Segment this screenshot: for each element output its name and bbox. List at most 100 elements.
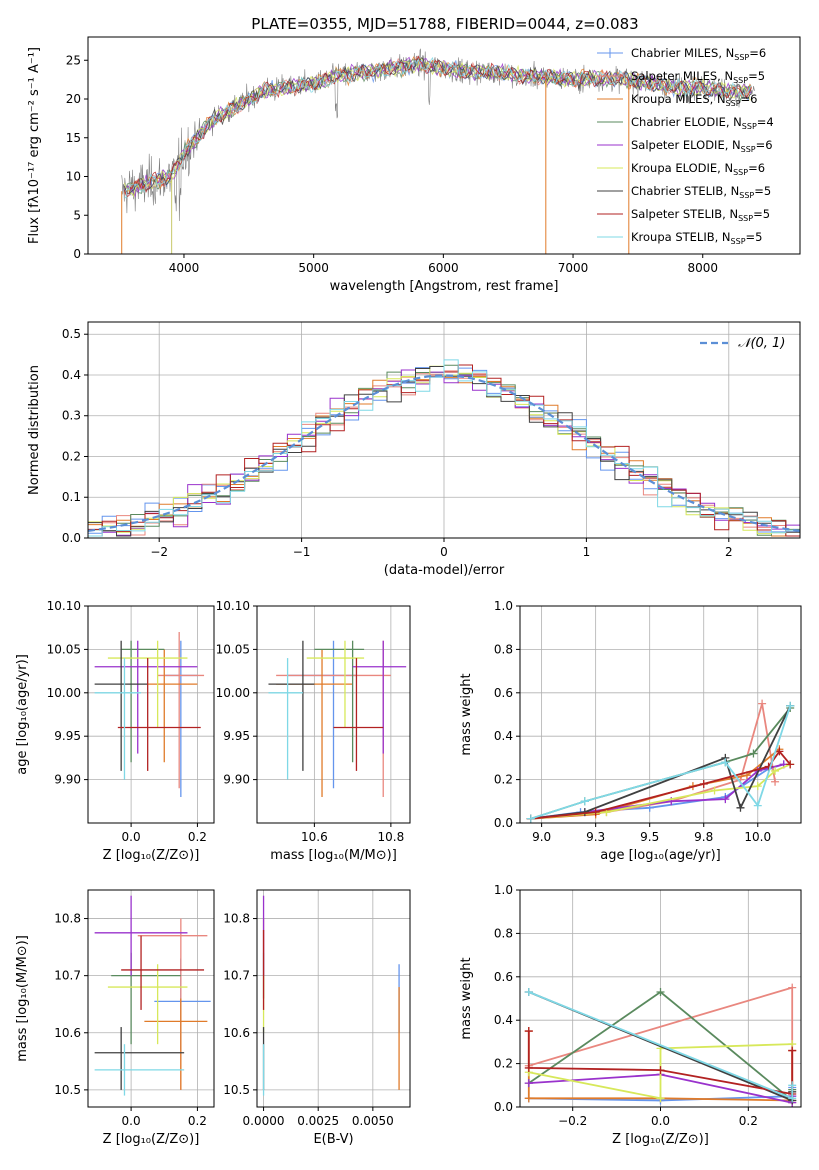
mass-weight-marker — [771, 777, 780, 786]
y-tick-label: 10.00 — [216, 686, 250, 700]
y-tick-label: 10.10 — [47, 599, 81, 613]
mass-weight-marker — [656, 1066, 665, 1075]
y-axis-label: Normed distribution — [27, 365, 42, 495]
y-tick-label: 1.0 — [494, 599, 513, 613]
mass-weight-marker — [788, 1094, 797, 1103]
y-tick-label: 10.10 — [216, 599, 250, 613]
x-axis-label: wavelength [Angstrom, rest frame] — [330, 279, 559, 294]
figure-title: PLATE=0355, MJD=51788, FIBERID=0044, z=0… — [251, 15, 638, 33]
mass-weight-marker — [721, 758, 730, 767]
y-tick-label: 10.00 — [47, 686, 81, 700]
y-tick-label: 10.5 — [223, 1083, 250, 1097]
residual-histogram-step — [88, 359, 800, 537]
y-tick-label: 0 — [73, 247, 81, 261]
y-tick-label: 10.6 — [223, 1026, 250, 1040]
y-tick-label: 0.4 — [494, 729, 513, 743]
mass-weight-marker — [656, 987, 665, 996]
legend-entry: Kroupa ELODIE, NSSP=6 — [631, 161, 765, 177]
mass-weight-marker — [591, 808, 600, 817]
panel-age-vs-mass: 10.6 10.8 9.90 9.95 10.00 10.05 10.10 mass [log… — [216, 599, 411, 863]
x-tick-label: 9.8 — [694, 830, 713, 844]
y-tick-label: 0.6 — [494, 686, 513, 700]
y-tick-label: 10.7 — [54, 969, 81, 983]
mass-weight-marker — [524, 1027, 533, 1036]
panel-spectrum: 4000 5000 6000 7000 8000 0 5 10 15 20 25 wavelength… — [27, 36, 801, 294]
y-tick-label: 0.6 — [494, 970, 513, 984]
panel-mass-vs-Z: 0.0 0.2 10.5 10.6 10.7 10.8 Z [log₁₀(Z/Z⊙)] mas… — [15, 889, 215, 1147]
y-axis-label: mass weight — [459, 957, 474, 1039]
y-tick-label: 0.4 — [62, 368, 81, 382]
y-tick-label: 0.0 — [494, 816, 513, 830]
legend-entry: Salpeter ELODIE, NSSP=6 — [631, 138, 773, 154]
mass-weight-marker — [656, 1094, 665, 1103]
y-tick-label: 0.5 — [62, 327, 81, 341]
x-axis-label: E(B-V) — [313, 1132, 353, 1147]
y-tick-label: 10 — [66, 170, 81, 184]
model-spectrum-line — [124, 56, 752, 199]
x-axis-label: mass [log₁₀(M/M⊙)] — [270, 848, 397, 863]
y-tick-label: 9.95 — [223, 729, 250, 743]
mass-weight-marker — [788, 983, 797, 992]
mass-weight-marker — [721, 795, 730, 804]
y-tick-label: 20 — [66, 92, 81, 106]
x-tick-label: 0.0000 — [243, 1114, 285, 1128]
model-spectrum-line — [124, 56, 752, 198]
y-tick-label: 1.0 — [494, 883, 513, 897]
mass-weight-marker — [775, 747, 784, 756]
y-axis-label: mass [log₁₀(M/M⊙)] — [15, 935, 30, 1062]
mass-weight-marker — [749, 749, 758, 758]
x-tick-label: 0.0 — [651, 1114, 670, 1128]
panel-mass-vs-ebv: 0.0000 0.0025 0.0050 10.5 10.6 10.7 10.8 E(B-V) — [223, 889, 411, 1147]
x-tick-label: 0.2 — [188, 1114, 207, 1128]
panel-residuals: −2 −1 0 1 2 0.0 0.1 0.2 0.3 0.4 0.5 (data-model)/er… — [27, 321, 801, 578]
x-tick-label: 0.2 — [188, 830, 207, 844]
legend-entry: Chabrier STELIB, NSSP=5 — [631, 184, 771, 200]
x-tick-label: 9.5 — [640, 830, 659, 844]
y-tick-label: 10.5 — [54, 1083, 81, 1097]
mass-weight-marker — [736, 803, 745, 812]
y-tick-label: 10.05 — [216, 642, 250, 656]
mass-weight-marker — [710, 786, 719, 795]
mass-weight-marker — [786, 701, 795, 710]
x-tick-label: 0 — [440, 545, 448, 559]
axes-frame — [256, 605, 411, 824]
mass-weight-marker — [753, 801, 762, 810]
mass-weight-marker — [753, 782, 762, 791]
mass-weight-marker — [580, 797, 589, 806]
x-axis-label: (data-model)/error — [384, 563, 505, 578]
x-axis-label: age [log₁₀(age/yr)] — [600, 848, 721, 863]
legend-entry: Salpeter STELIB, NSSP=5 — [631, 207, 770, 223]
y-tick-label: 10.7 — [223, 969, 250, 983]
axes-frame — [87, 36, 801, 255]
y-tick-label: 10.05 — [47, 642, 81, 656]
y-tick-label: 15 — [66, 131, 81, 145]
y-tick-label: 10.8 — [223, 912, 250, 926]
x-tick-label: 0.0 — [122, 1114, 141, 1128]
y-tick-label: 0.0 — [62, 531, 81, 545]
x-tick-label: 1 — [583, 545, 591, 559]
x-tick-label: 10.8 — [378, 830, 405, 844]
y-tick-label: 0.8 — [494, 926, 513, 940]
x-tick-label: 8000 — [687, 261, 718, 275]
x-axis-label: Z [log₁₀(Z/Z⊙)] — [103, 848, 200, 863]
x-tick-label: 7000 — [558, 261, 589, 275]
legend-entry: Chabrier MILES, NSSP=6 — [631, 46, 766, 62]
mass-weight-marker — [524, 987, 533, 996]
y-axis-label: Flux [fλ10⁻¹⁷ erg cm⁻² s⁻¹ A⁻¹] — [27, 47, 42, 244]
legend-entry: Salpeter MILES, NSSP=5 — [631, 69, 765, 85]
y-tick-label: 9.90 — [223, 773, 250, 787]
axes-frame — [519, 605, 802, 824]
axes-frame — [87, 605, 215, 824]
y-tick-label: 0.3 — [62, 409, 81, 423]
x-tick-label: 6000 — [428, 261, 459, 275]
mass-weight-marker — [524, 1079, 533, 1088]
x-tick-label: 10.0 — [744, 830, 771, 844]
mass-weight-marker — [524, 1063, 533, 1072]
legend-entry: Chabrier ELODIE, NSSP=4 — [631, 115, 774, 131]
panel-massweight-vs-age: 9.0 9.3 9.5 9.8 10.0 0.0 0.2 0.4 0.6 0.8 1.0 age [l… — [459, 599, 802, 863]
x-tick-label: 10.6 — [301, 830, 328, 844]
x-tick-label: 0.0050 — [352, 1114, 394, 1128]
y-tick-label: 0.2 — [494, 1057, 513, 1071]
x-tick-label: 0.0025 — [297, 1114, 339, 1128]
